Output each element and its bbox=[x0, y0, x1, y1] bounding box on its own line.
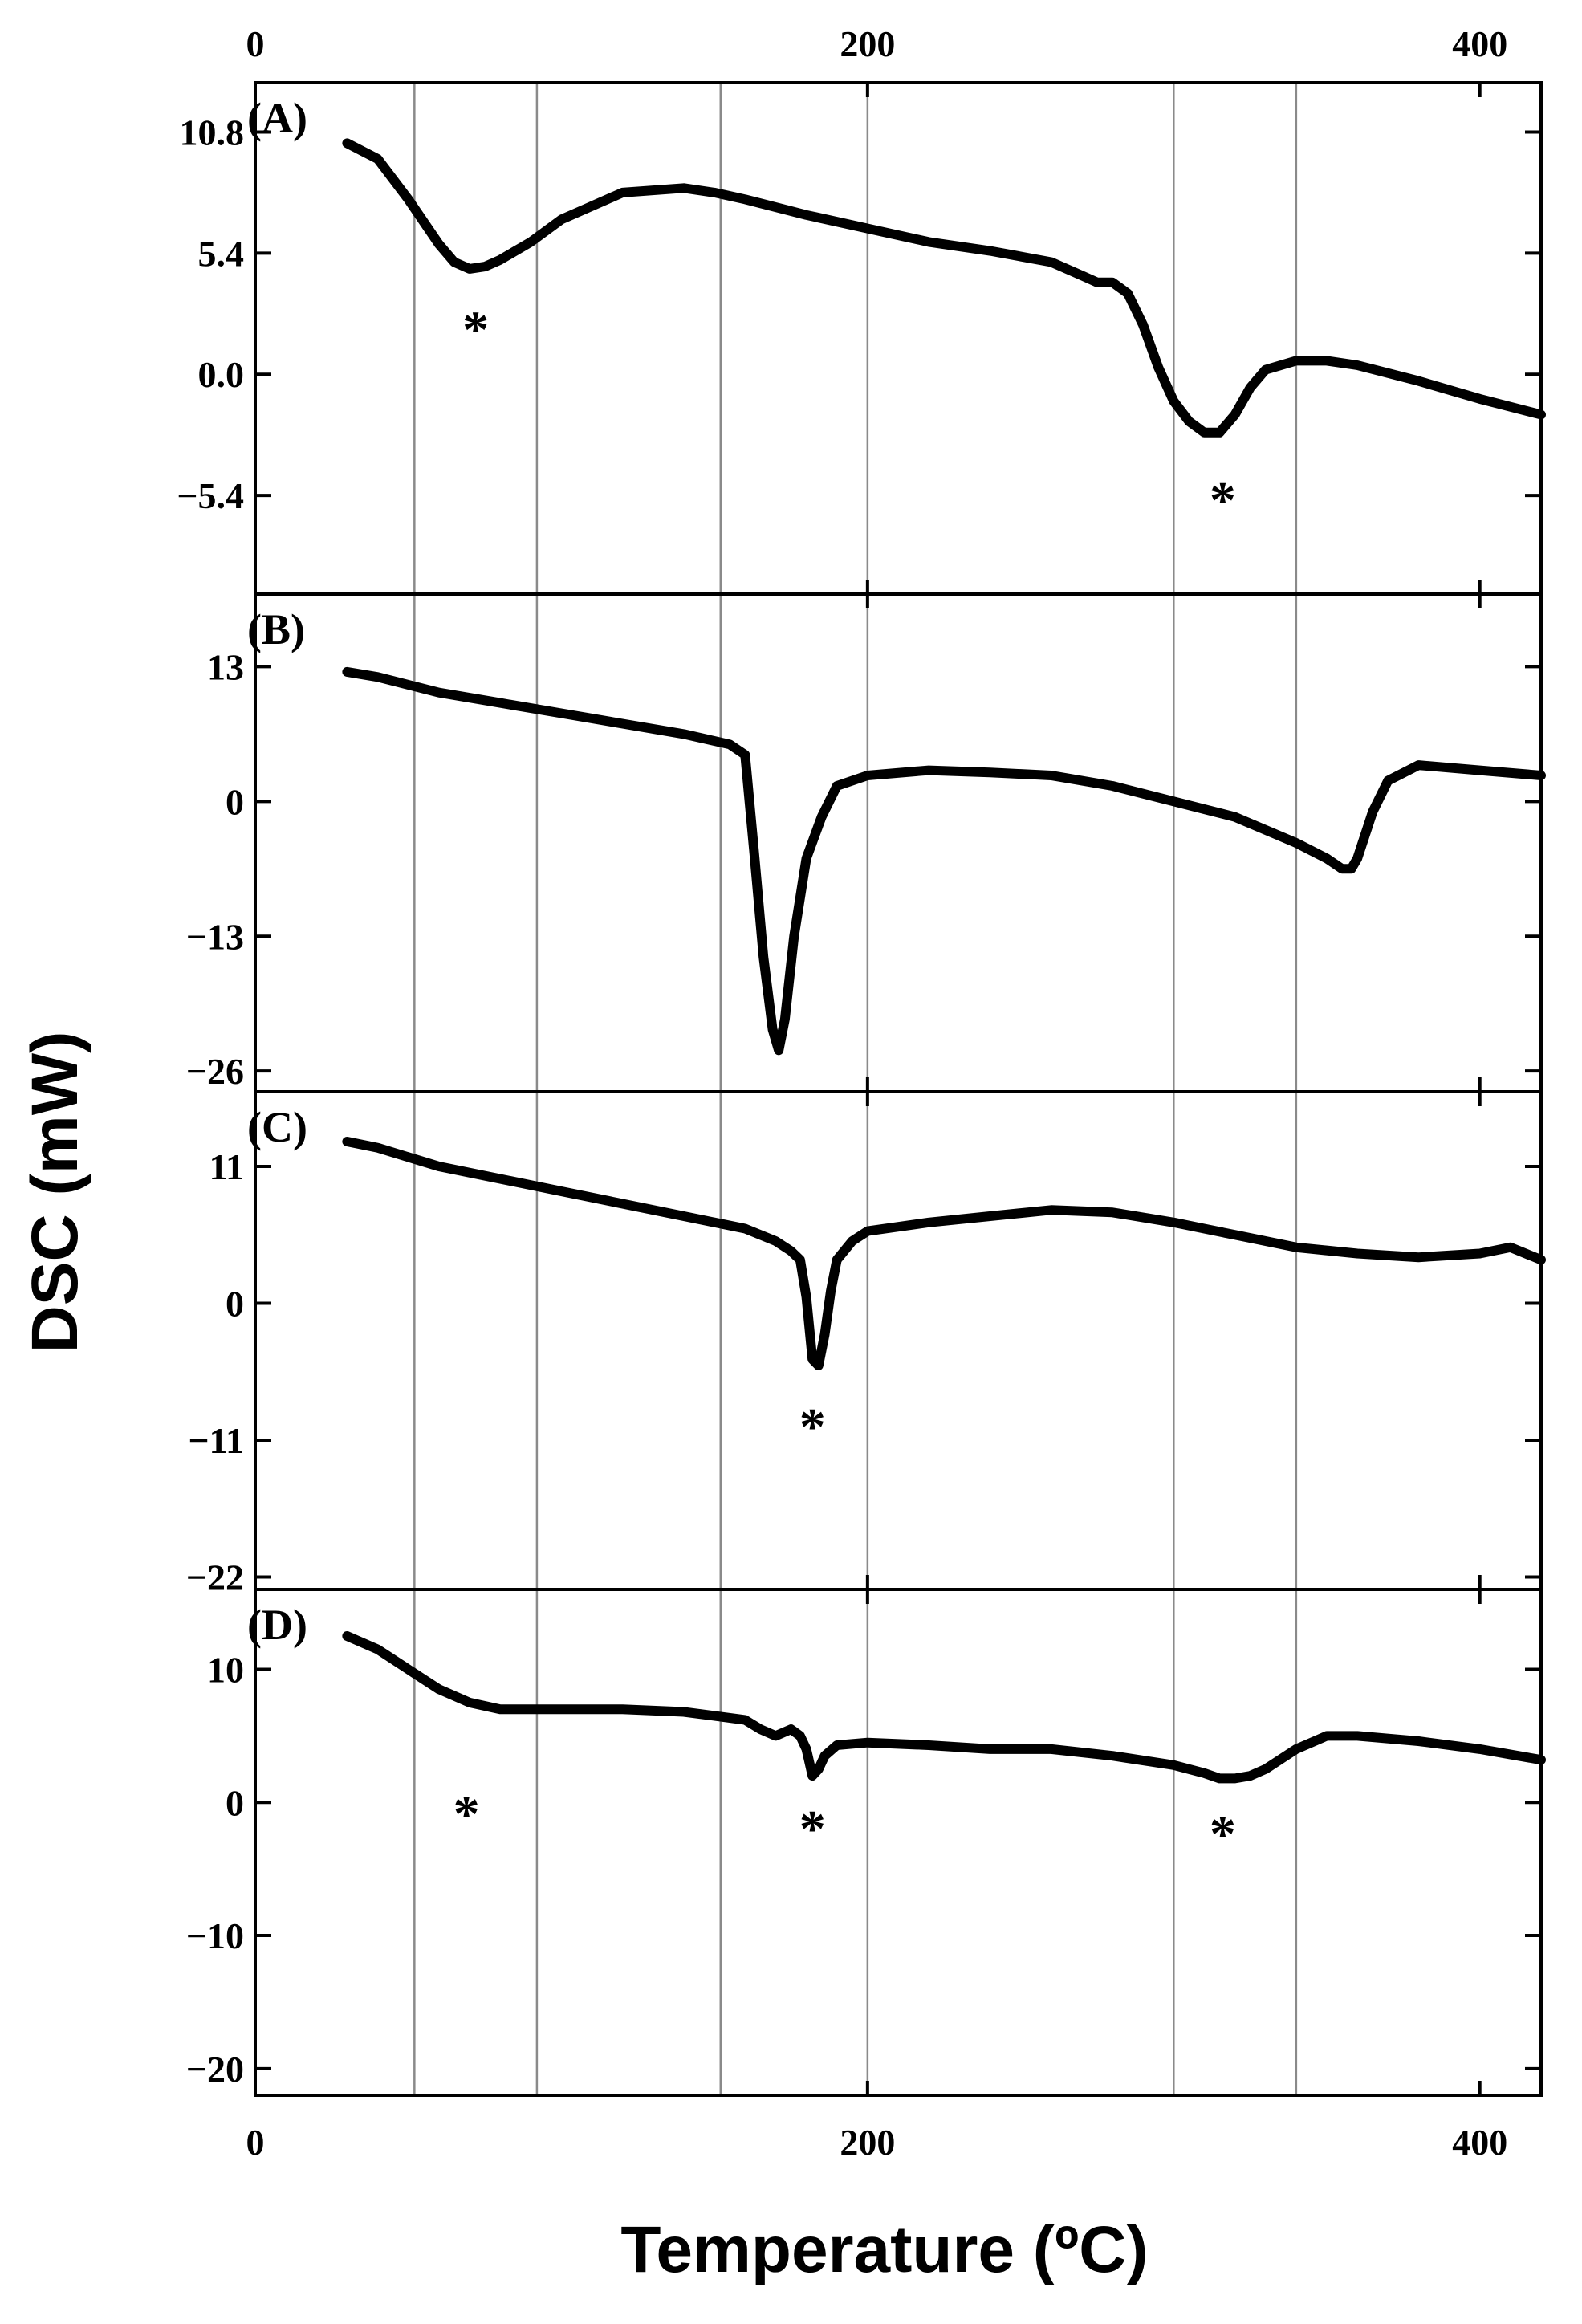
peak-marker: * bbox=[462, 301, 489, 360]
y-tick-label: 0 bbox=[226, 1284, 244, 1325]
dsc-curve bbox=[342, 138, 1546, 438]
y-tick-label: 0.0 bbox=[198, 354, 245, 395]
y-tick-label: −13 bbox=[186, 916, 244, 957]
panel-frame bbox=[254, 1588, 1543, 2097]
panel-label: (D) bbox=[247, 1601, 307, 1649]
peak-marker: * bbox=[1210, 1805, 1236, 1863]
panel-label: (A) bbox=[247, 94, 307, 142]
peak-marker: * bbox=[799, 1398, 826, 1456]
peak-marker: * bbox=[1210, 471, 1236, 530]
y-tick-label: 11 bbox=[209, 1146, 244, 1187]
y-tick-label: −11 bbox=[188, 1420, 244, 1461]
y-tick-label: 10 bbox=[207, 1649, 244, 1690]
y-tick-label: 10.8 bbox=[180, 112, 245, 153]
plot-area: 10.8 5.4 0.0 −5.4 * * (A) 13 0 −13 −26 (B) 11 0 −11 −22… bbox=[177, 23, 1546, 2163]
dsc-curve bbox=[342, 666, 1546, 1056]
y-tick-label: 13 bbox=[207, 646, 244, 687]
panel-frame bbox=[254, 81, 1543, 596]
x-tick-label-top: 0 bbox=[246, 23, 265, 64]
y-tick-label: 0 bbox=[226, 781, 244, 822]
x-tick-label-top: 400 bbox=[1452, 23, 1507, 64]
x-tick-label-bottom: 400 bbox=[1452, 2122, 1507, 2163]
y-tick-label: −26 bbox=[186, 1051, 244, 1092]
y-axis-title: DSC (mW) bbox=[18, 1032, 92, 1353]
x-tick-label-bottom: 200 bbox=[840, 2122, 895, 2163]
panel-c: 11 0 −11 −22 * (C) bbox=[186, 1090, 1546, 1598]
x-axis-title: Temperature (ºC) bbox=[620, 2213, 1148, 2286]
y-tick-label: 5.4 bbox=[198, 233, 245, 274]
dsc-curve bbox=[342, 1137, 1546, 1370]
panel-b: 13 0 −13 −26 (B) bbox=[186, 592, 1546, 1093]
panel-label: (B) bbox=[247, 605, 305, 653]
y-tick-label: −10 bbox=[186, 1915, 244, 1956]
x-tick-label-bottom: 0 bbox=[246, 2122, 265, 2163]
y-tick-label: −5.4 bbox=[177, 475, 244, 516]
dsc-curve bbox=[342, 1631, 1546, 1784]
y-tick-label: −22 bbox=[186, 1557, 244, 1598]
panel-d: 10 0 −10 −20 * * * (D) bbox=[186, 1588, 1546, 2097]
y-tick-label: −20 bbox=[186, 2049, 244, 2090]
peak-marker: * bbox=[799, 1800, 826, 1858]
y-tick-label: 0 bbox=[226, 1782, 244, 1823]
x-tick-label-top: 200 bbox=[840, 23, 895, 64]
panel-label: (C) bbox=[247, 1103, 307, 1151]
peak-marker: * bbox=[453, 1785, 480, 1844]
panel-frame bbox=[254, 592, 1543, 1093]
panel-a: 10.8 5.4 0.0 −5.4 * * (A) bbox=[177, 81, 1546, 596]
